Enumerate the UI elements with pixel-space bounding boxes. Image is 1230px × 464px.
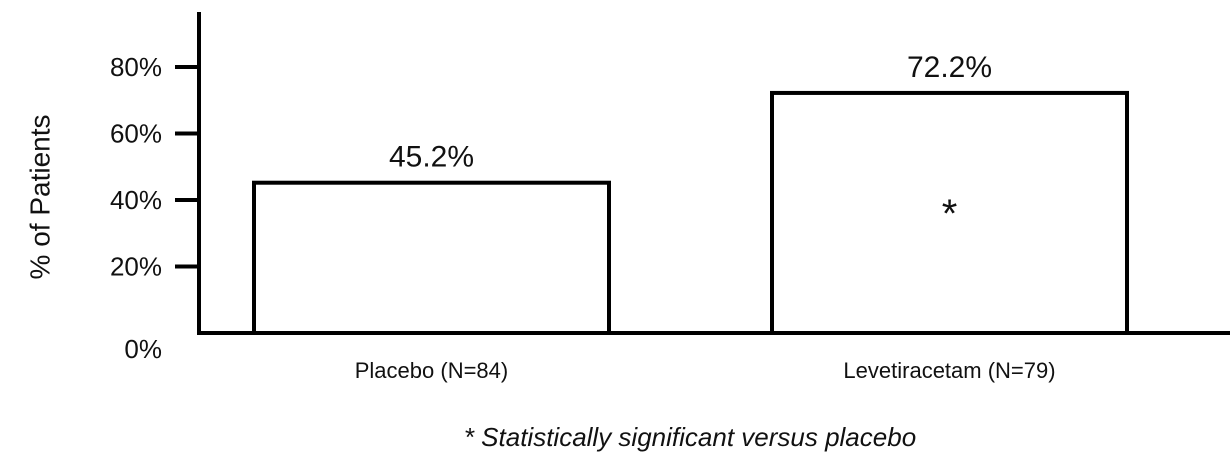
x-tick-label: Levetiracetam (N=79) xyxy=(843,358,1055,383)
data-label: 72.2% xyxy=(907,51,992,84)
footnote: * Statistically significant versus place… xyxy=(464,422,916,452)
y-tick-label: 0% xyxy=(124,334,162,364)
y-axis-ticks: 0% 20% 40% 60% 80% xyxy=(110,52,199,364)
y-tick-label: 40% xyxy=(110,185,162,215)
bars xyxy=(252,90,1129,335)
bar xyxy=(252,180,611,335)
data-labels: 45.2% Placebo (N=84) 72.2% Levetiracetam (N… xyxy=(355,51,1056,383)
x-tick-label: Placebo (N=84) xyxy=(355,358,508,383)
y-tick-label: 80% xyxy=(110,52,162,82)
significance-asterisk: * xyxy=(942,192,958,236)
bar xyxy=(770,90,1129,335)
y-tick-label: 60% xyxy=(110,119,162,149)
data-label: 45.2% xyxy=(389,141,474,174)
y-tick-label: 20% xyxy=(110,252,162,282)
y-axis-label: % of Patients xyxy=(24,115,55,280)
